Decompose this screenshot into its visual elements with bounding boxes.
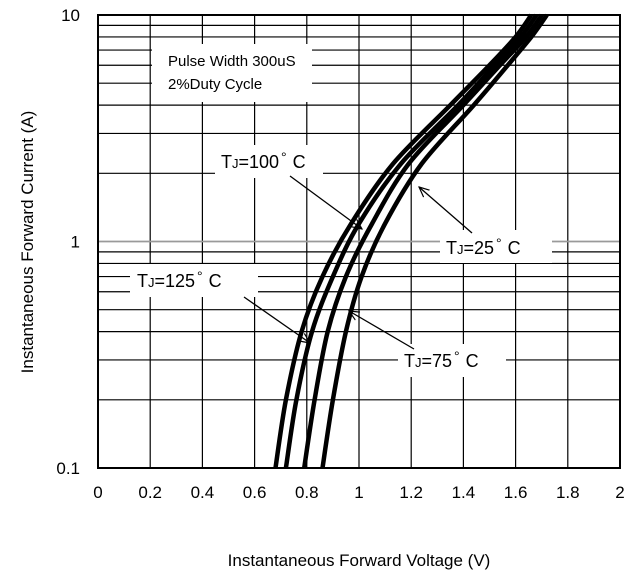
x-tick-label: 0.6 xyxy=(243,483,267,502)
label-t100: TJ=100 ° C xyxy=(221,149,306,172)
x-axis-title: Instantaneous Forward Voltage (V) xyxy=(228,551,491,570)
y-tick-label: 0.1 xyxy=(56,459,80,478)
label-t25: TJ=25 ° C xyxy=(446,235,521,258)
annotation-pulse-width: Pulse Width 300uS xyxy=(168,53,296,70)
x-tick-label: 1.6 xyxy=(504,483,528,502)
arrow-t100 xyxy=(289,175,362,229)
plot-frame xyxy=(97,14,621,469)
x-tick-label: 0.2 xyxy=(138,483,162,502)
note-box xyxy=(152,44,312,102)
arrow-t75 xyxy=(349,311,415,350)
arrow-t125 xyxy=(243,296,310,343)
x-tick-label: 1 xyxy=(354,483,363,502)
x-tick-label: 0 xyxy=(93,483,102,502)
x-tick-label: 1.8 xyxy=(556,483,580,502)
series-line-1 xyxy=(273,13,534,469)
series-line-2 xyxy=(283,13,539,469)
y-tick-label: 1 xyxy=(71,233,80,252)
series-curves xyxy=(273,13,549,469)
label-box-t25 xyxy=(440,230,552,263)
tick-labels: 0 0.2 0.4 0.6 0.8 1 1.2 1.4 1.6 1.8 2 0.1 1 10 xyxy=(56,6,624,502)
x-tick-label: 2 xyxy=(615,483,624,502)
x-tick-label: 0.4 xyxy=(191,483,215,502)
series-line-4 xyxy=(320,13,549,469)
y-axis-title: Instantaneous Forward Current (A) xyxy=(18,111,37,374)
series-line-3 xyxy=(301,13,544,469)
label-t75: TJ=75 ° C xyxy=(404,348,479,371)
grid-lines xyxy=(98,15,620,468)
arrow-t25 xyxy=(419,187,473,234)
x-tick-label: 0.8 xyxy=(295,483,319,502)
label-box-t100 xyxy=(215,145,323,178)
label-t125: TJ=125 ° C xyxy=(137,268,222,291)
x-tick-label: 1.4 xyxy=(452,483,476,502)
y-tick-label: 10 xyxy=(61,6,80,25)
x-tick-label: 1.2 xyxy=(399,483,423,502)
label-box-t125 xyxy=(130,264,258,297)
label-box-t75 xyxy=(398,344,506,377)
annotation-duty-cycle: 2%Duty Cycle xyxy=(168,76,262,93)
